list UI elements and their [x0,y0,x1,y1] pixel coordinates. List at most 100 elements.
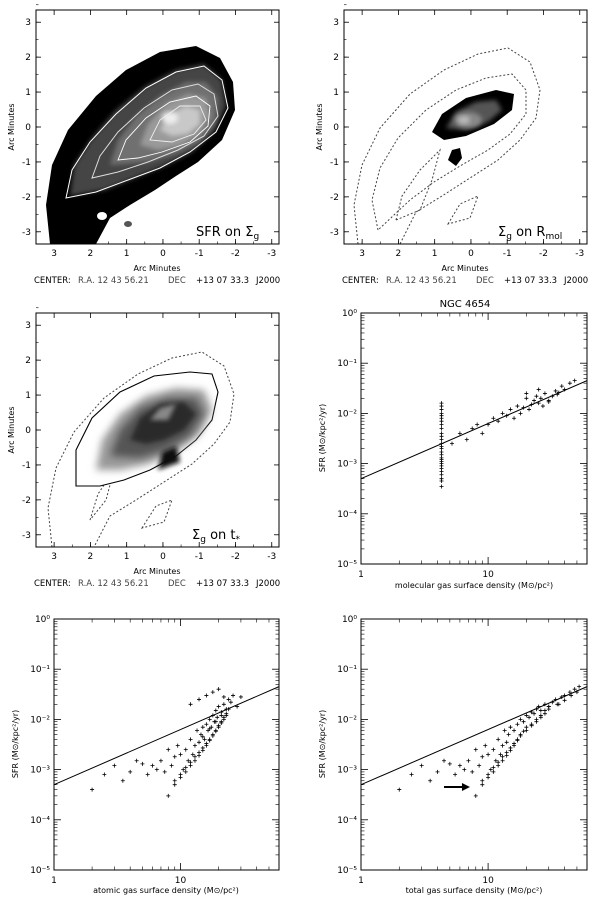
data-point [219,710,224,715]
data-point [439,411,444,416]
data-point [496,419,501,424]
data-point [534,394,539,399]
data-point [221,694,226,699]
data-point [542,702,547,707]
x-axis-label-rmol: Arc Minutes [441,264,488,273]
data-point [496,760,501,765]
data-point [470,426,475,431]
x-tick-label: 1 [124,249,130,259]
data-point [439,407,444,412]
data-point [162,769,167,774]
y-tick-label: 10⁻⁵ [337,560,357,570]
data-point [238,694,243,699]
data-point [439,441,444,446]
x-tick-label: -3 [267,552,276,562]
data-point [226,697,231,702]
y-tick-label: 10⁻¹ [30,665,50,675]
data-point [190,752,195,757]
data-point [536,401,541,406]
data-point [183,765,188,770]
data-point [439,437,444,442]
y-tick-label: -1 [330,158,339,168]
y-tick-label: 1 [25,391,31,401]
x-tick-label: -2 [231,249,240,259]
data-point [192,754,197,759]
data-point [145,772,150,777]
svg-text:R.A. 12 43 56.21: R.A. 12 43 56.21 [78,276,149,286]
data-point [553,697,558,702]
data-point [134,758,139,763]
y-tick-label: 10⁻⁴ [337,816,357,826]
data-point [515,404,520,409]
data-point [555,702,560,707]
y-tick-label: 1 [333,88,339,98]
data-point [200,725,205,730]
data-point [183,747,188,752]
x-tick-label: -2 [539,249,548,259]
y-tick-label: 10⁰ [35,615,50,625]
data-point [496,737,501,742]
data-point [150,763,155,768]
data-point [512,728,517,733]
data-point [231,693,236,698]
data-point [512,416,517,421]
y-tick-label: 0 [25,123,31,133]
data-point [500,758,505,763]
data-point [504,413,509,418]
data-point [112,763,117,768]
data-point [409,772,414,777]
data-point [200,748,205,753]
data-point [216,687,221,692]
data-point [464,437,469,442]
data-point [532,711,537,716]
data-point [496,763,501,768]
y-tick-label: 10⁻³ [337,460,357,470]
data-point [197,753,202,758]
data-point [506,732,511,737]
data-point [473,747,478,752]
y-tick-label: 2 [25,53,31,63]
svg-text:CENTER:: CENTER: [34,579,71,589]
y-tick-label: -1 [22,158,31,168]
data-point [120,778,125,783]
x-tick-label: 1 [51,876,57,886]
data-point [172,778,177,783]
data-point [178,775,183,780]
x-tick-label: 10 [482,876,494,886]
data-point [521,405,526,410]
y-tick-label: 0 [25,426,31,436]
data-point [546,707,551,712]
data-point [536,704,541,709]
y-tick-label: -1 [22,461,31,471]
data-point [483,743,488,748]
data-point [447,761,452,766]
data-point [197,740,202,745]
data-point [428,778,433,783]
data-point [500,743,505,748]
data-point [172,782,177,787]
data-point [172,754,177,759]
data-point [562,693,567,698]
y-axis-label-tstar: Arc Minutes [7,406,16,453]
data-point [200,734,205,739]
data-point [188,760,193,765]
data-point [542,391,547,396]
svg-text:+13 07 33.3: +13 07 33.3 [504,276,557,286]
x-tick-label: 1 [358,570,364,580]
data-point [577,684,582,689]
y-tick-label: -2 [22,496,31,506]
svg-text:+13 07 33.3: +13 07 33.3 [196,276,249,286]
x-axis-label-molecular: molecular gas surface density (M⊙/pc²) [395,581,553,590]
y-axis-label-molecular: SFR (M⊙/kpc²/yr) [318,404,327,472]
data-point [435,769,440,774]
x-tick-label: 0 [160,552,166,562]
data-point [524,725,529,730]
data-point [219,713,224,718]
scatter-panel-molecular: NGC 4654 SFR (M⊙/kpc²/yr) molecular gas … [318,299,588,590]
data-point [235,704,240,709]
data-point [534,707,539,712]
y-tick-label: 10⁰ [342,615,357,625]
data-point [532,398,537,403]
y-axis-label-total: SFR (M⊙/kpc²/yr) [318,710,327,778]
